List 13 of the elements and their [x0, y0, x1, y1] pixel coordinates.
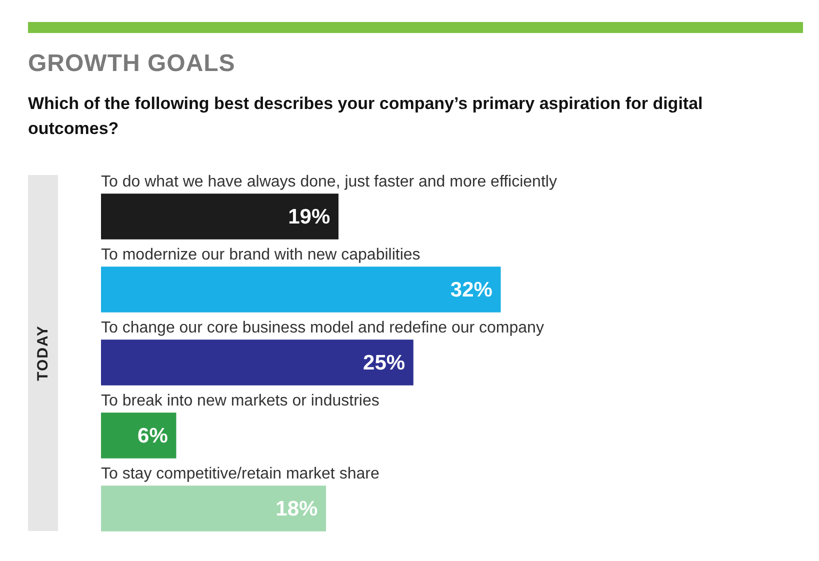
y-axis-title: TODAY: [34, 325, 52, 381]
chart-title: GROWTH GOALS: [28, 50, 236, 78]
data-label: 18%: [276, 497, 318, 520]
data-label: 19%: [288, 205, 330, 228]
data-label: 6%: [138, 424, 168, 448]
y-tick-label: To stay competitive/retain market share: [101, 465, 380, 482]
y-tick-label: To modernize our brand with new capabilities: [101, 246, 420, 264]
data-label: 25%: [363, 351, 406, 374]
y-tick-label: To change our core business model and redefine our company: [101, 319, 544, 336]
y-tick-label: To do what we have always done, just faster and more efficiently: [101, 173, 557, 190]
y-tick-label: To break into new markets or industries: [101, 392, 380, 410]
data-label: 32%: [450, 278, 493, 302]
chart-subtitle: Which of the following best describes your company’s primary aspiration for digital outcomes?: [28, 93, 704, 140]
